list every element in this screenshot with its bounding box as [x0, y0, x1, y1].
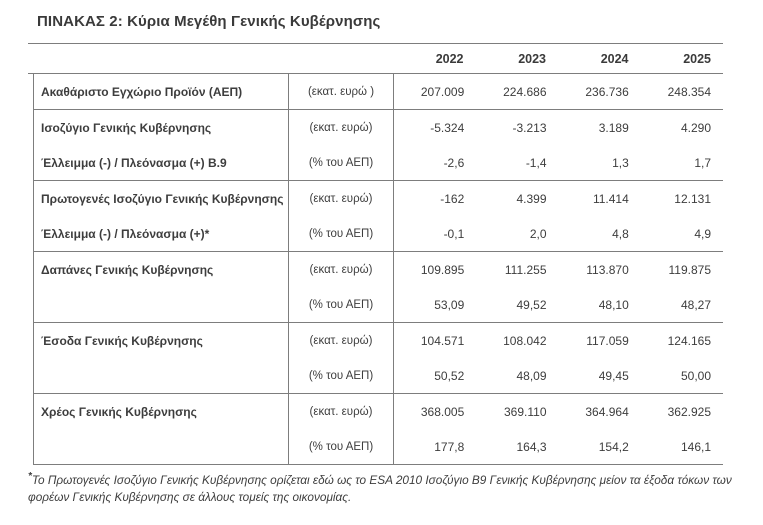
cell-value: 111.255 — [504, 262, 547, 277]
table-group: Πρωτογενές Ισοζύγιο Γενικής Κυβέρνησης (ε… — [34, 181, 723, 252]
cell-value: 177,8 — [434, 439, 465, 454]
table-row: Ακαθάριστο Εγχώριο Προϊόν (ΑΕΠ) (εκατ. ευ… — [34, 74, 723, 109]
cell-value: 1,3 — [612, 155, 629, 170]
cell-value: 50,00 — [680, 368, 711, 383]
row-label — [34, 287, 289, 322]
table-group: Χρέος Γενικής Κυβέρνησης (εκατ. ευρώ) 368.… — [34, 394, 723, 465]
cell-value: 119.875 — [668, 262, 712, 277]
cell-value: -5.324 — [430, 120, 465, 135]
row-unit: (% του ΑΕΠ) — [289, 358, 394, 393]
cell-value: 207.009 — [420, 84, 465, 99]
cell-value: 248.354 — [667, 84, 711, 99]
table-row: Δαπάνες Γενικής Κυβέρνησης (εκατ. ευρώ) 10… — [34, 252, 723, 287]
row-unit: (εκατ. ευρώ) — [289, 110, 394, 145]
year-header: 2024 — [600, 51, 629, 66]
row-label: Ισοζύγιο Γενικής Κυβέρνησης — [34, 110, 289, 145]
cell-value: 12.131 — [674, 191, 711, 206]
cell-value: 113.870 — [586, 262, 629, 277]
cell-value: 1,7 — [694, 155, 711, 170]
cell-value: 124.165 — [667, 333, 711, 348]
footnote-marker: * — [28, 471, 32, 482]
row-unit: (% του ΑΕΠ) — [289, 145, 394, 180]
cell-value: 154,2 — [598, 439, 629, 454]
cell-value: 50,52 — [434, 368, 465, 383]
row-label: Έλλειμμα (-) / Πλεόνασμα (+)* — [34, 216, 289, 251]
row-label: Έλλειμμα (-) / Πλεόνασμα (+) Β.9 — [34, 145, 289, 180]
cell-value: 362.925 — [667, 404, 711, 419]
cell-value: 4,8 — [612, 226, 629, 241]
cell-value: 4.399 — [516, 191, 547, 206]
cell-value: 236.736 — [585, 84, 629, 99]
cell-value: -2,6 — [443, 155, 465, 170]
year-header: 2022 — [435, 51, 464, 66]
cell-value: 117.059 — [586, 333, 629, 348]
row-label — [34, 429, 289, 464]
cell-value: 48,10 — [598, 297, 629, 312]
year-header: 2023 — [518, 51, 546, 66]
row-unit: (% του ΑΕΠ) — [289, 216, 394, 251]
row-unit: (εκατ. ευρώ ) — [289, 74, 394, 109]
table-row: Ισοζύγιο Γενικής Κυβέρνησης (εκατ. ευρώ) -… — [34, 110, 723, 145]
cell-value: 48,09 — [516, 368, 547, 383]
row-label — [34, 358, 289, 393]
cell-value: -3.213 — [512, 120, 547, 135]
row-label: Ακαθάριστο Εγχώριο Προϊόν (ΑΕΠ) — [34, 74, 289, 109]
row-unit: (εκατ. ευρώ) — [289, 323, 394, 358]
table-row: (% του ΑΕΠ) 177,8 164,3 154,2 146,1 — [34, 429, 723, 464]
table-row: (% του ΑΕΠ) 50,52 48,09 49,45 50,00 — [34, 358, 723, 393]
cell-value: 4.290 — [680, 120, 711, 135]
cell-value: 3.189 — [598, 120, 629, 135]
cell-value: 108.042 — [503, 333, 547, 348]
table-row: Πρωτογενές Ισοζύγιο Γενικής Κυβέρνησης (ε… — [34, 181, 723, 216]
row-unit: (εκατ. ευρώ) — [289, 394, 394, 429]
row-label: Πρωτογενές Ισοζύγιο Γενικής Κυβέρνησης — [34, 181, 289, 216]
table-container: ΠΙΝΑΚΑΣ 2: Κύρια Μεγέθη Γενικής Κυβέρνησ… — [28, 0, 732, 506]
table-group: Δαπάνες Γενικής Κυβέρνησης (εκατ. ευρώ) 10… — [34, 252, 723, 323]
cell-value: 49,52 — [516, 297, 547, 312]
cell-value: 109.895 — [420, 262, 465, 277]
row-unit: (% του ΑΕΠ) — [289, 429, 394, 464]
row-label: Χρέος Γενικής Κυβέρνησης — [34, 394, 289, 429]
year-header: 2025 — [683, 51, 711, 66]
row-unit: (% του ΑΕΠ) — [289, 287, 394, 322]
cell-value: 11.414 — [592, 191, 629, 206]
table-group: Ισοζύγιο Γενικής Κυβέρνησης (εκατ. ευρώ) -… — [34, 110, 723, 181]
cell-value: 48,27 — [680, 297, 711, 312]
cell-value: 2,0 — [529, 226, 547, 241]
cell-value: 164,3 — [516, 439, 547, 454]
row-label: Έσοδα Γενικής Κυβέρνησης — [34, 323, 289, 358]
footnote: *Το Πρωτογενές Ισοζύγιο Γενικής Κυβέρνησ… — [28, 470, 734, 506]
table-group: Ακαθάριστο Εγχώριο Προϊόν (ΑΕΠ) (εκατ. ευ… — [34, 74, 723, 110]
cell-value: -1,4 — [525, 155, 547, 170]
cell-value: 49,45 — [598, 368, 629, 383]
cell-value: 364.964 — [585, 404, 629, 419]
cell-value: 146,1 — [680, 439, 711, 454]
cell-value: 4,9 — [694, 226, 711, 241]
table-row: Έσοδα Γενικής Κυβέρνησης (εκατ. ευρώ) 104.… — [34, 323, 723, 358]
table-row: Έλλειμμα (-) / Πλεόνασμα (+)* (% του ΑΕΠ)… — [34, 216, 723, 251]
cell-value: 53,09 — [434, 297, 465, 312]
page-title: ΠΙΝΑΚΑΣ 2: Κύρια Μεγέθη Γενικής Κυβέρνησ… — [37, 13, 381, 30]
cell-value: 104.571 — [420, 333, 465, 348]
footnote-text: Το Πρωτογενές Ισοζύγιο Γενικής Κυβέρνηση… — [28, 472, 732, 505]
cell-value: -0,1 — [443, 226, 465, 241]
year-header-row: 2022 2023 2024 2025 — [28, 43, 723, 74]
table-row: (% του ΑΕΠ) 53,09 49,52 48,10 48,27 — [34, 287, 723, 322]
cell-value: 368.005 — [420, 404, 465, 419]
row-unit: (εκατ. ευρώ) — [289, 252, 394, 287]
row-unit: (εκατ. ευρώ) — [289, 181, 394, 216]
table-group: Έσοδα Γενικής Κυβέρνησης (εκατ. ευρώ) 104.… — [34, 323, 723, 394]
table-row: Έλλειμμα (-) / Πλεόνασμα (+) Β.9 (% του Α… — [34, 145, 723, 180]
cell-value: 224.686 — [503, 84, 547, 99]
table-row: Χρέος Γενικής Κυβέρνησης (εκατ. ευρώ) 368.… — [34, 394, 723, 429]
row-label: Δαπάνες Γενικής Κυβέρνησης — [34, 252, 289, 287]
table-body: Ακαθάριστο Εγχώριο Προϊόν (ΑΕΠ) (εκατ. ευ… — [33, 74, 723, 465]
cell-value: -162 — [440, 191, 465, 206]
cell-value: 369.110 — [504, 404, 547, 419]
